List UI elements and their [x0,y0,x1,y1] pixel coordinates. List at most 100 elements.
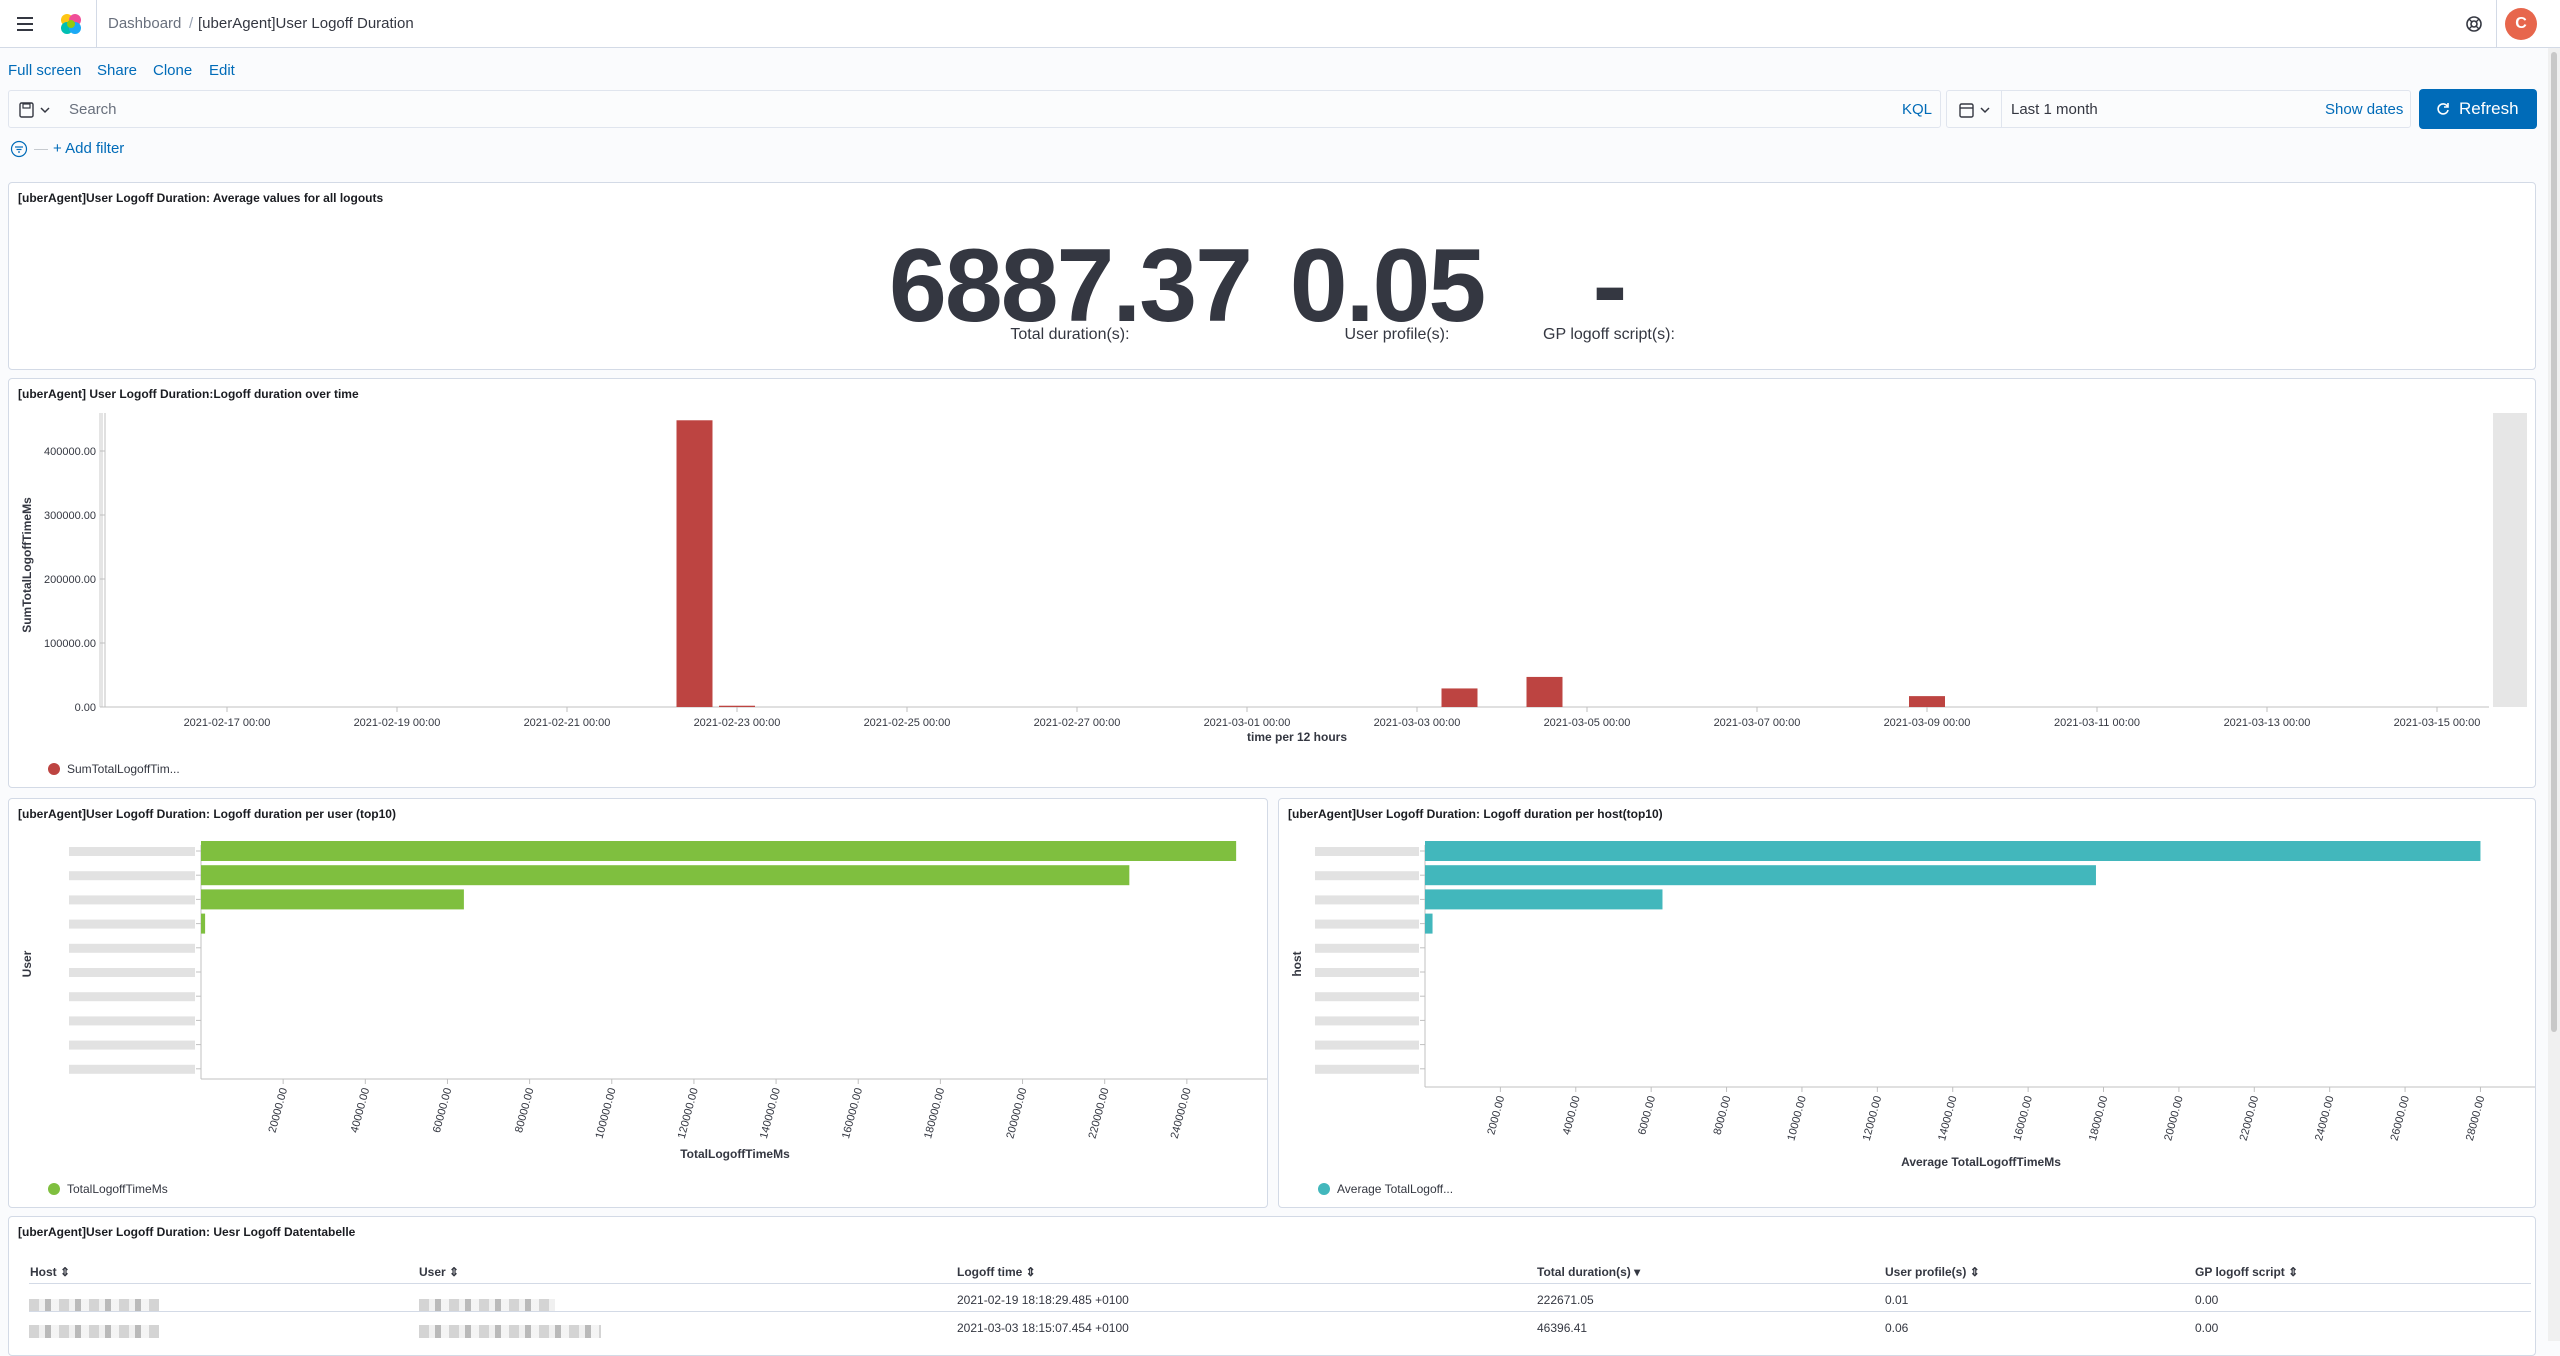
kql-toggle[interactable]: KQL [1902,101,1933,118]
x-tick-label: 24000.00 [2313,1095,2336,1142]
duration-per-host-chart: 2000.00 4000.00 6000.00 8000.00 10000.00 1200… [1290,841,2535,1169]
legend-color-dot [1318,1183,1330,1195]
duration-per-user-chart: 20000.00 40000.00 60000.00 80000.00 100000.0… [20,841,1267,1161]
panel-title: [uberAgent] User Logoff Duration:Logoff … [18,387,359,401]
time-range-value[interactable]: Last 1 month [2011,101,2098,118]
x-tick-label: 2021-03-01 00:00 [1204,717,1291,729]
redacted-category-label [69,919,195,929]
help-icon[interactable] [2464,14,2484,34]
x-tick-label: 14000.00 [1936,1095,1959,1142]
x-tick-label: 100000.00 [594,1087,619,1140]
filter-separator: — [34,140,48,156]
user-avatar[interactable]: C [2505,8,2537,40]
full-screen-link[interactable]: Full screen [8,62,82,79]
redacted-user [419,1325,601,1338]
metric-gp-script-value: - [1592,228,1628,344]
calendar-icon[interactable] [1957,101,1997,119]
redacted-category-label [69,1064,195,1074]
x-tick-label: 26000.00 [2388,1095,2411,1142]
date-divider [2001,91,2002,127]
chart-bar [1425,889,1663,910]
redacted-category-label [1315,895,1419,905]
redacted-category-label [1315,847,1419,856]
column-header-gp-logoff-script[interactable]: GP logoff script ⇕ [2195,1265,2299,1279]
chart-bar [1441,688,1478,707]
legend-label[interactable]: Average TotalLogoff... [1337,1182,1454,1196]
x-tick-label: 20000.00 [267,1087,290,1134]
table-cell-logoff-time: 2021-02-19 18:18:29.485 +0100 [957,1293,1129,1307]
chart-bar [1425,865,2096,886]
refresh-icon [2437,103,2449,115]
column-header-total-duration[interactable]: Total duration(s) ▾ [1537,1265,1641,1279]
metric-user-profile-value: 0.05 [1289,228,1486,344]
x-tick-label: 40000.00 [349,1087,372,1134]
show-dates-link[interactable]: Show dates [2325,101,2404,118]
x-tick-label: 2021-02-21 00:00 [524,717,611,729]
metric-total-duration-value: 6887.37 [889,228,1253,344]
x-tick-label: 60000.00 [431,1087,454,1134]
x-tick-label: 140000.00 [758,1087,783,1140]
x-tick-label: 2021-02-25 00:00 [864,717,951,729]
duration-per-host-panel: [uberAgent]User Logoff Duration: Logoff … [1278,798,2536,1208]
scrollbar-thumb[interactable] [2551,52,2557,1032]
x-tick-label: 2021-03-11 00:00 [2054,717,2140,729]
search-input[interactable]: Search KQL [8,90,1941,128]
x-axis-title: Average TotalLogoffTimeMs [1901,1155,2061,1169]
y-axis-title: SumTotalLogoffTimeMs [20,497,34,633]
legend-label[interactable]: SumTotalLogoffTim... [67,762,180,776]
chart-bar [1425,913,1433,934]
elastic-logo-icon[interactable] [58,11,84,37]
logoff-over-time-panel: [uberAgent] User Logoff Duration:Logoff … [8,378,2536,788]
y-axis-title: User [20,950,34,977]
redacted-user [419,1299,555,1312]
x-tick-label: 12000.00 [1861,1095,1884,1142]
x-tick-label: 120000.00 [676,1087,701,1140]
x-tick-label: 4000.00 [1561,1095,1583,1137]
hamburger-menu-icon[interactable] [13,12,37,36]
edit-link[interactable]: Edit [209,62,235,79]
table-cell-total-duration: 222671.05 [1537,1293,1594,1307]
column-header-user[interactable]: User ⇕ [419,1265,460,1279]
date-picker[interactable]: Last 1 month Show dates [1946,90,2411,128]
redacted-category-label [69,847,195,856]
add-filter-button[interactable]: + Add filter [53,140,125,157]
filter-options-icon[interactable] [10,140,28,158]
y-tick-label: 400000.00 [44,446,96,458]
breadcrumb-dashboard[interactable]: Dashboard [108,15,182,32]
x-tick-label: 2021-03-07 00:00 [1714,717,1801,729]
column-header-logoff-time[interactable]: Logoff time ⇕ [957,1265,1036,1279]
clone-link[interactable]: Clone [153,62,193,79]
x-tick-label: 20000.00 [2162,1095,2185,1142]
x-tick-label: 240000.00 [1169,1087,1194,1140]
x-tick-label: 2021-02-27 00:00 [1034,717,1121,729]
redacted-category-label [1315,1016,1419,1026]
redacted-category-label [1315,992,1419,1002]
x-tick-label: 22000.00 [2238,1095,2261,1142]
x-tick-label: 10000.00 [1785,1095,1808,1142]
metric-gp-script-label: GP logoff script(s): [1543,326,1675,343]
duration-per-user-panel: [uberAgent]User Logoff Duration: Logoff … [8,798,1268,1208]
column-header-host[interactable]: Host ⇕ [30,1265,71,1279]
x-tick-label: 2021-02-19 00:00 [354,717,441,729]
table-row-divider [29,1311,2531,1312]
column-header-user-profile[interactable]: User profile(s) ⇕ [1885,1265,1980,1279]
legend-label[interactable]: TotalLogoffTimeMs [67,1182,168,1196]
redacted-category-label [1315,871,1419,881]
table-cell-logoff-time: 2021-03-03 18:15:07.454 +0100 [957,1321,1129,1335]
x-tick-label: 2021-03-13 00:00 [2224,717,2311,729]
redacted-category-label [69,943,195,953]
redacted-category-label [69,895,195,905]
table-cell-total-duration: 46396.41 [1537,1321,1588,1335]
chart-bar [719,705,755,707]
refresh-button[interactable]: Refresh [2419,89,2537,129]
share-link[interactable]: Share [97,62,138,79]
x-tick-label: 6000.00 [1636,1095,1658,1137]
redacted-category-label [69,992,195,1002]
saved-query-icon[interactable] [17,101,57,119]
legend-color-dot [48,763,60,775]
y-tick-label: 100000.00 [44,638,96,650]
panel-title: [uberAgent]User Logoff Duration: Logoff … [1288,807,1663,821]
page-scrollbar[interactable] [2548,48,2560,1341]
header-divider [96,0,97,48]
x-tick-label: 2021-03-15 00:00 [2394,717,2481,729]
